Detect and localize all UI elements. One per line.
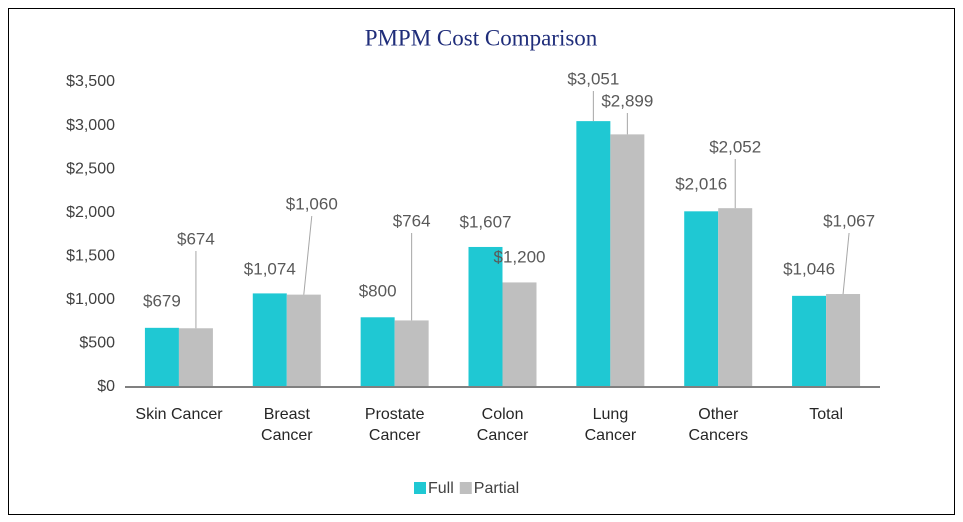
data-label: $674 bbox=[177, 229, 215, 248]
leader-line bbox=[303, 215, 313, 295]
x-tick-label: Breast Cancer bbox=[261, 406, 313, 444]
legend-label: Full bbox=[428, 480, 454, 497]
x-tick-label: Prostate Cancer bbox=[364, 406, 425, 444]
x-tick-label: Colon Cancer bbox=[476, 406, 529, 444]
data-label: $679 bbox=[143, 291, 181, 310]
data-label: $2,016 bbox=[675, 174, 727, 193]
bar bbox=[286, 294, 321, 387]
y-tick-label: $1,000 bbox=[66, 291, 115, 308]
x-tick-label: Skin Cancer bbox=[135, 406, 223, 423]
data-label: $1,200 bbox=[494, 247, 546, 266]
data-label: $1,046 bbox=[783, 259, 835, 278]
bar bbox=[178, 328, 213, 387]
y-tick-label: $0 bbox=[97, 378, 115, 395]
legend-swatch bbox=[414, 482, 426, 494]
bar bbox=[610, 134, 645, 387]
bar bbox=[252, 293, 287, 387]
data-label: $1,067 bbox=[823, 211, 875, 230]
bar bbox=[144, 327, 179, 387]
x-tick-label: Lung Cancer bbox=[584, 406, 637, 444]
bar bbox=[502, 282, 537, 387]
y-tick-label: $3,000 bbox=[66, 117, 115, 134]
x-tick-label: Total bbox=[809, 406, 844, 423]
chart-title: PMPM Cost Comparison bbox=[365, 25, 598, 50]
legend-swatch bbox=[459, 482, 472, 494]
data-label: $1,074 bbox=[244, 259, 296, 278]
y-tick-label: $500 bbox=[79, 335, 115, 352]
data-label: $800 bbox=[359, 281, 397, 300]
y-tick-label: $2,000 bbox=[66, 204, 115, 221]
data-label: $1,607 bbox=[460, 212, 512, 231]
legend-label: Partial bbox=[474, 480, 519, 497]
data-label: $2,899 bbox=[601, 91, 653, 110]
data-label: $764 bbox=[393, 211, 431, 230]
bar bbox=[468, 246, 503, 387]
bar bbox=[394, 320, 429, 387]
data-label: $2,052 bbox=[709, 137, 761, 156]
bar bbox=[826, 294, 861, 387]
bar bbox=[718, 208, 753, 387]
bar bbox=[360, 317, 395, 387]
y-tick-label: $2,500 bbox=[66, 160, 115, 177]
y-tick-label: $1,500 bbox=[66, 248, 115, 265]
y-tick-label: $3,500 bbox=[66, 73, 115, 90]
data-label: $1,060 bbox=[286, 194, 338, 213]
bar bbox=[576, 121, 611, 388]
bar bbox=[792, 295, 827, 387]
bar bbox=[684, 211, 719, 387]
data-label: $3,051 bbox=[567, 69, 619, 88]
leader-line bbox=[842, 232, 850, 295]
x-tick-label: Other Cancers bbox=[688, 406, 749, 444]
